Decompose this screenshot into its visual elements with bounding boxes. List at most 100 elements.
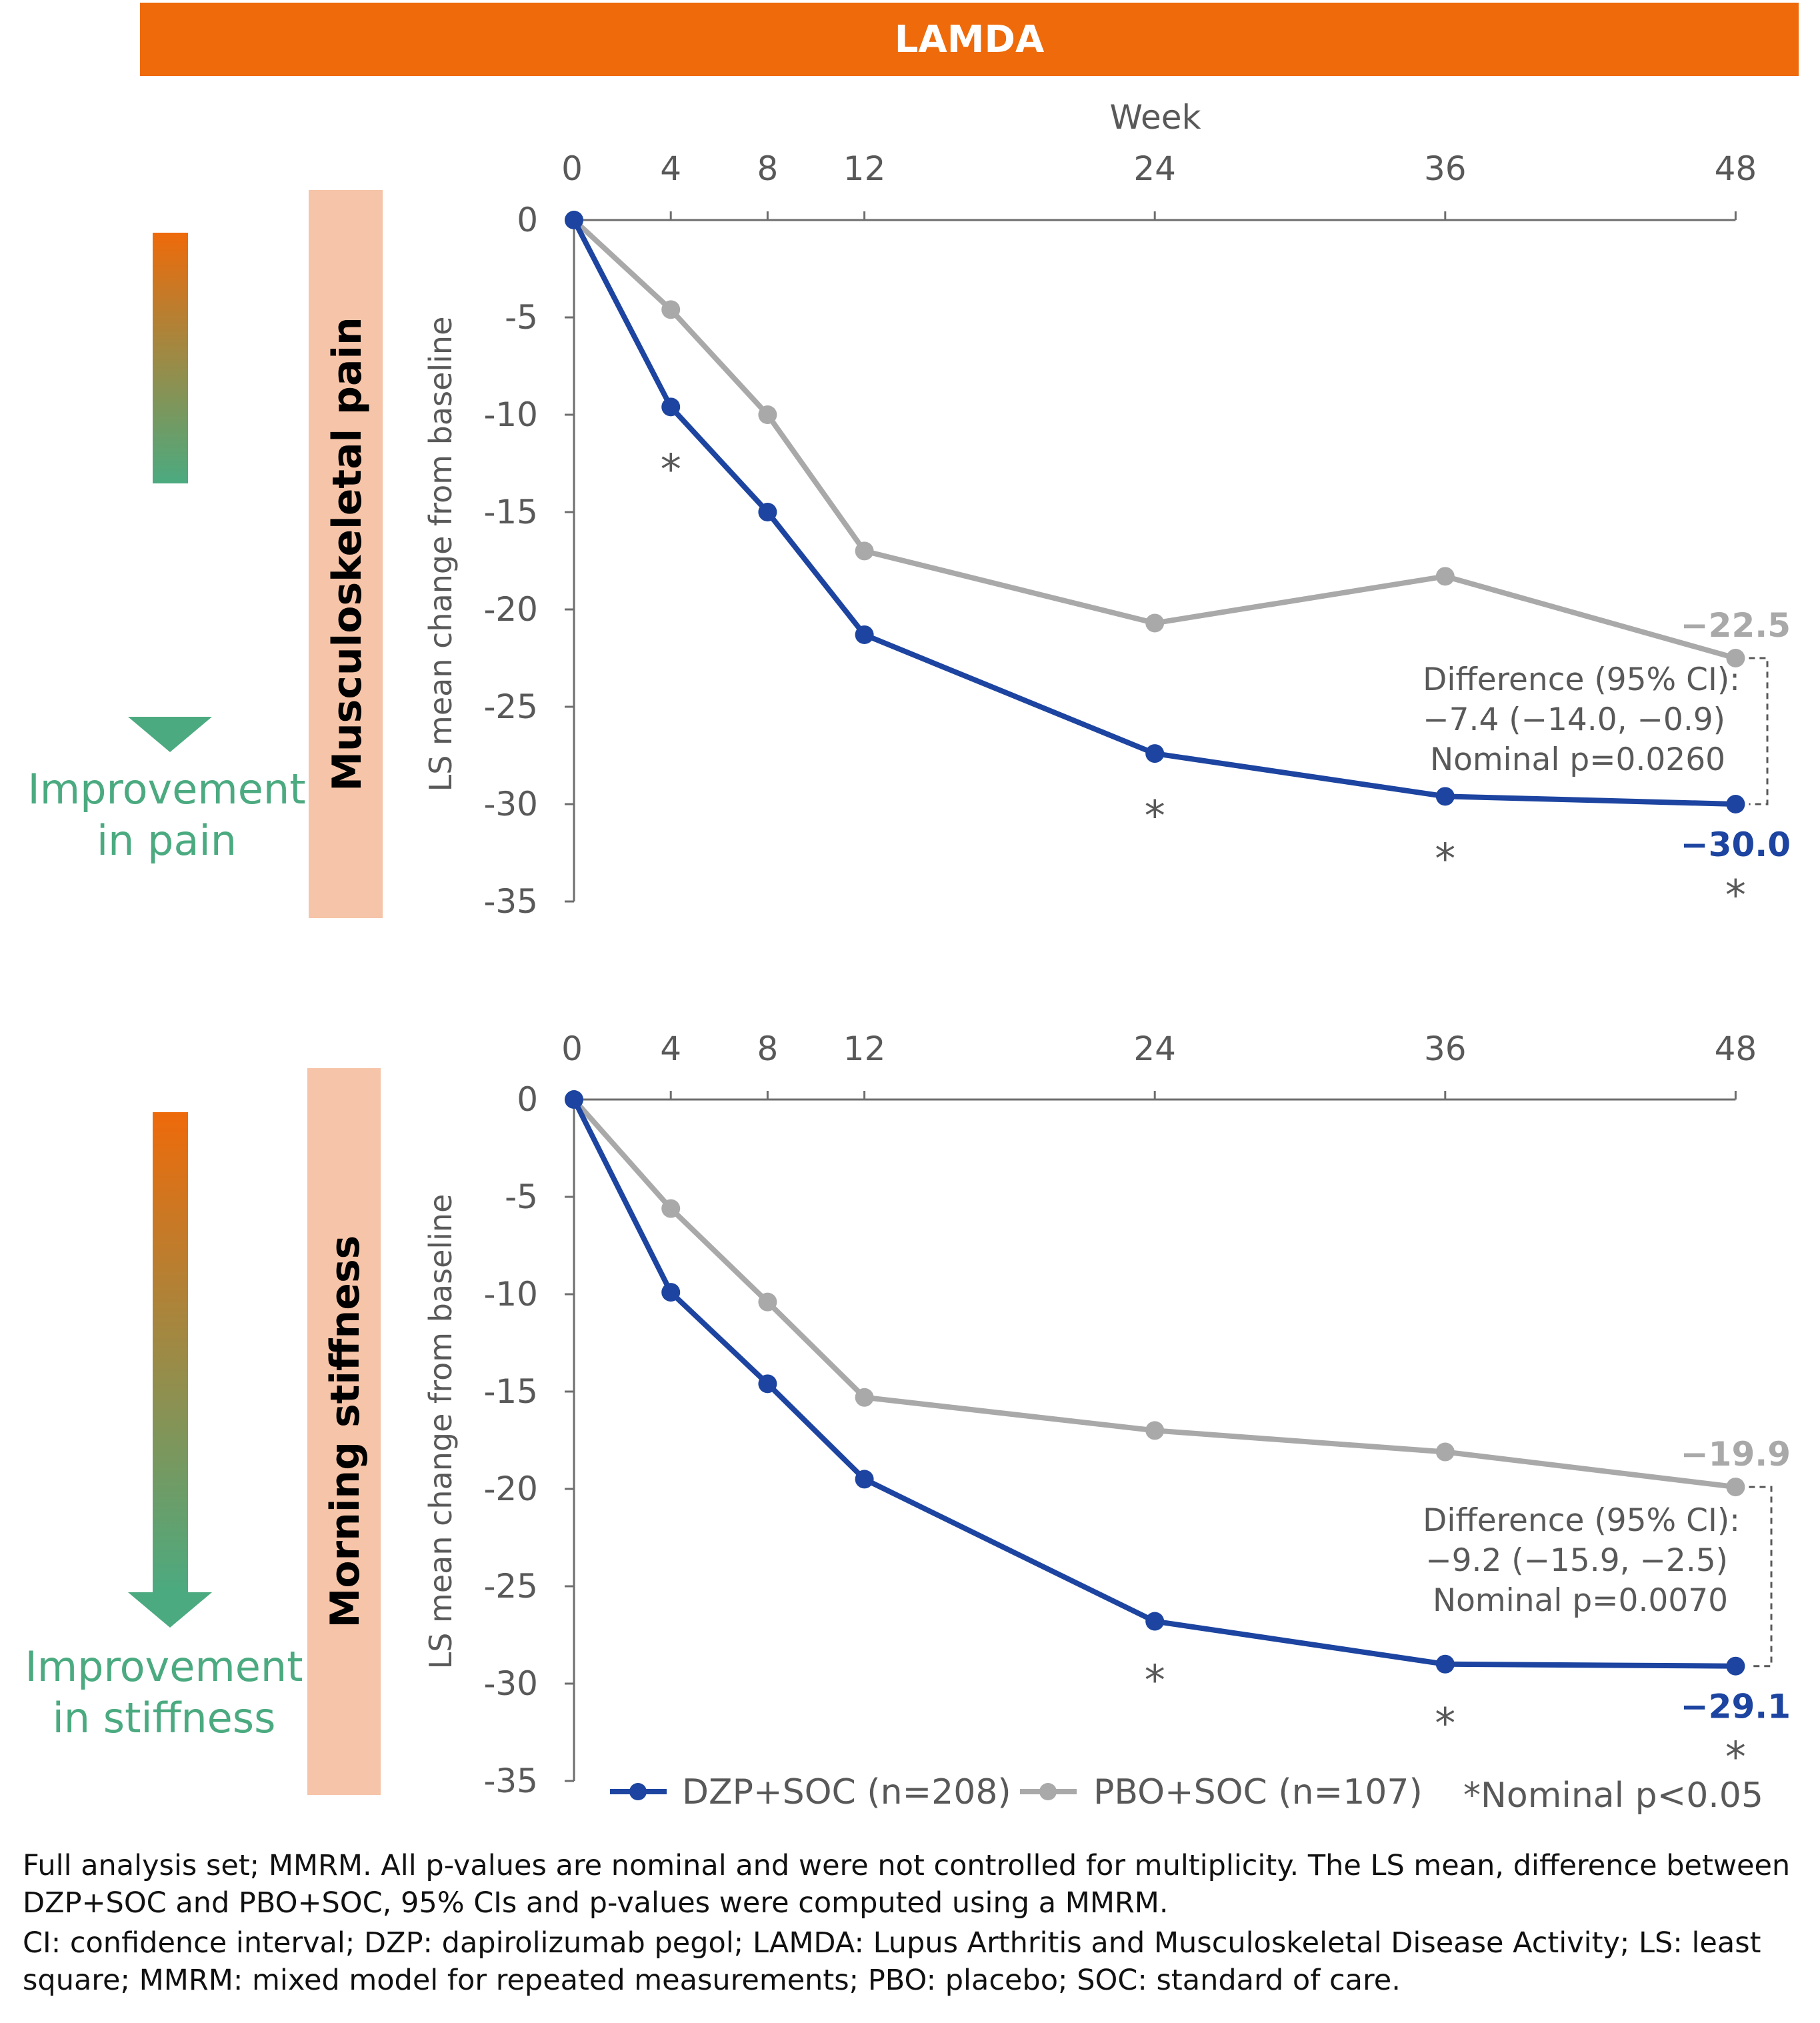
pbo-data-point [855, 1388, 874, 1407]
significance-asterisk: * [1145, 791, 1165, 840]
footnote-abbreviations: CI: confidence interval; DZP: dapirolizu… [23, 1926, 1761, 1997]
improvement-arrow-head [128, 1592, 212, 1628]
x-tick-label: 36 [1424, 149, 1467, 188]
y-tick-label: -15 [483, 493, 538, 531]
difference-bracket [1749, 1486, 1773, 1668]
panel-label-box [307, 1068, 381, 1795]
significance-asterisk: * [1435, 1699, 1455, 1748]
x-tick-label: 8 [757, 149, 778, 188]
significance-asterisk: * [1725, 871, 1746, 919]
y-tick-label: -30 [483, 785, 538, 823]
x-tick-label: 12 [843, 149, 886, 188]
title-banner [140, 3, 1799, 76]
dzp-data-point [1726, 1656, 1745, 1676]
dzp-data-point [1145, 744, 1165, 763]
improvement-label-line2: in pain [97, 816, 237, 865]
musculoskeletal-pain-panel: Week Improvement in pain Musculoskeletal… [27, 98, 1791, 921]
improvement-arrow-shaft [153, 1112, 188, 1592]
x-tick-label: 12 [843, 1030, 886, 1068]
pbo-data-point [1435, 567, 1455, 586]
significance-asterisk: * [661, 445, 681, 493]
difference-line2: −9.2 (−15.9, −2.5) [1425, 1542, 1728, 1579]
x-tick-label: 8 [757, 1030, 778, 1068]
improvement-arrow-head [128, 717, 212, 752]
significance-asterisk: * [1435, 834, 1455, 883]
y-axis-title: LS mean change from baseline [423, 1194, 459, 1670]
x-tick-label: 48 [1715, 149, 1757, 188]
dzp-data-point [855, 625, 874, 644]
banner-title: LAMDA [895, 18, 1045, 61]
panel-label: Musculoskeletal pain [324, 317, 371, 791]
significance-asterisk: * [1145, 1656, 1165, 1705]
difference-line2: −7.4 (−14.0, −0.9) [1423, 701, 1725, 738]
y-tick-label: -15 [483, 1372, 538, 1411]
pbo-data-point [1435, 1442, 1455, 1462]
x-tick-label: 24 [1133, 1030, 1176, 1068]
improvement-label-line1: Improvement [27, 765, 305, 813]
pbo-data-point [758, 1292, 777, 1312]
dzp-end-label: −30.0 [1681, 825, 1791, 864]
dzp-data-point [1435, 1654, 1455, 1674]
dzp-data-point [661, 1283, 681, 1302]
x-tick-label: 0 [561, 149, 583, 188]
dzp-data-point [661, 397, 681, 417]
x-tick-label: 36 [1424, 1030, 1467, 1068]
y-axis-title: LS mean change from baseline [423, 317, 459, 792]
difference-line1: Difference (95% CI): [1423, 661, 1740, 698]
y-tick-label: -25 [483, 687, 538, 726]
x-tick-label: 4 [660, 149, 681, 188]
pbo-data-point [855, 541, 874, 561]
improvement-arrow-shaft [153, 233, 188, 483]
difference-line1: Difference (95% CI): [1423, 1502, 1740, 1539]
dzp-data-point [758, 503, 777, 521]
pbo-data-point [1726, 649, 1745, 667]
y-tick-label: -20 [483, 1470, 538, 1508]
x-tick-label: 0 [561, 1030, 583, 1068]
legend: DZP+SOC (n=208) PBO+SOC (n=107) *Nominal… [610, 1772, 1763, 1816]
dzp-data-point [1145, 1612, 1165, 1631]
footnote-methods: Full analysis set; MMRM. All p-values ar… [23, 1849, 1791, 1920]
x-tick-label: 24 [1133, 149, 1176, 188]
x-tick-label: 4 [660, 1030, 681, 1068]
pbo-data-point [758, 405, 777, 424]
dzp-end-label: −29.1 [1681, 1688, 1791, 1726]
improvement-label-line1: Improvement [25, 1642, 303, 1691]
y-tick-label: -10 [483, 395, 538, 434]
dzp-data-point [565, 211, 583, 229]
pbo-data-point [661, 1199, 681, 1218]
y-tick-label: -10 [483, 1275, 538, 1314]
difference-line3: Nominal p=0.0070 [1433, 1582, 1728, 1619]
y-tick-label: 0 [517, 201, 538, 239]
y-tick-label: -30 [483, 1664, 538, 1703]
legend-dzp-label: DZP+SOC (n=208) [682, 1772, 1011, 1812]
panel-label-box [309, 190, 383, 918]
pbo-data-point [1145, 1421, 1165, 1440]
y-tick-label: -25 [483, 1567, 538, 1606]
y-tick-label: -35 [483, 1762, 538, 1800]
y-tick-label: -20 [483, 590, 538, 629]
y-tick-label: -5 [505, 1178, 538, 1216]
dzp-data-point [855, 1470, 874, 1489]
y-tick-label: -5 [505, 298, 538, 337]
difference-line3: Nominal p=0.0260 [1430, 741, 1725, 778]
pbo-data-point [1145, 613, 1165, 633]
y-tick-label: 0 [517, 1080, 538, 1119]
x-tick-label: 48 [1715, 1030, 1757, 1068]
pbo-data-point [661, 300, 681, 319]
legend-pbo-label: PBO+SOC (n=107) [1093, 1772, 1423, 1812]
improvement-label-line2: in stiffness [53, 1694, 276, 1742]
legend-dzp-marker [629, 1783, 647, 1800]
difference-bracket [1749, 657, 1769, 805]
significance-asterisk: * [1725, 1733, 1746, 1782]
morning-stiffness-panel: Improvement in stiffness Morning stiffne… [25, 1030, 1791, 1800]
pbo-end-label: −19.9 [1681, 1435, 1791, 1474]
legend-significance-note: *Nominal p<0.05 [1463, 1776, 1763, 1816]
pbo-series-line [572, 218, 1737, 661]
dzp-data-point [565, 1090, 583, 1109]
dzp-data-point [1726, 795, 1745, 813]
dzp-data-point [758, 1374, 777, 1394]
dzp-data-point [1435, 787, 1455, 806]
x-axis-title: Week [1110, 98, 1201, 137]
y-tick-label: -35 [483, 882, 538, 921]
dzp-series-line [571, 1098, 1736, 1669]
